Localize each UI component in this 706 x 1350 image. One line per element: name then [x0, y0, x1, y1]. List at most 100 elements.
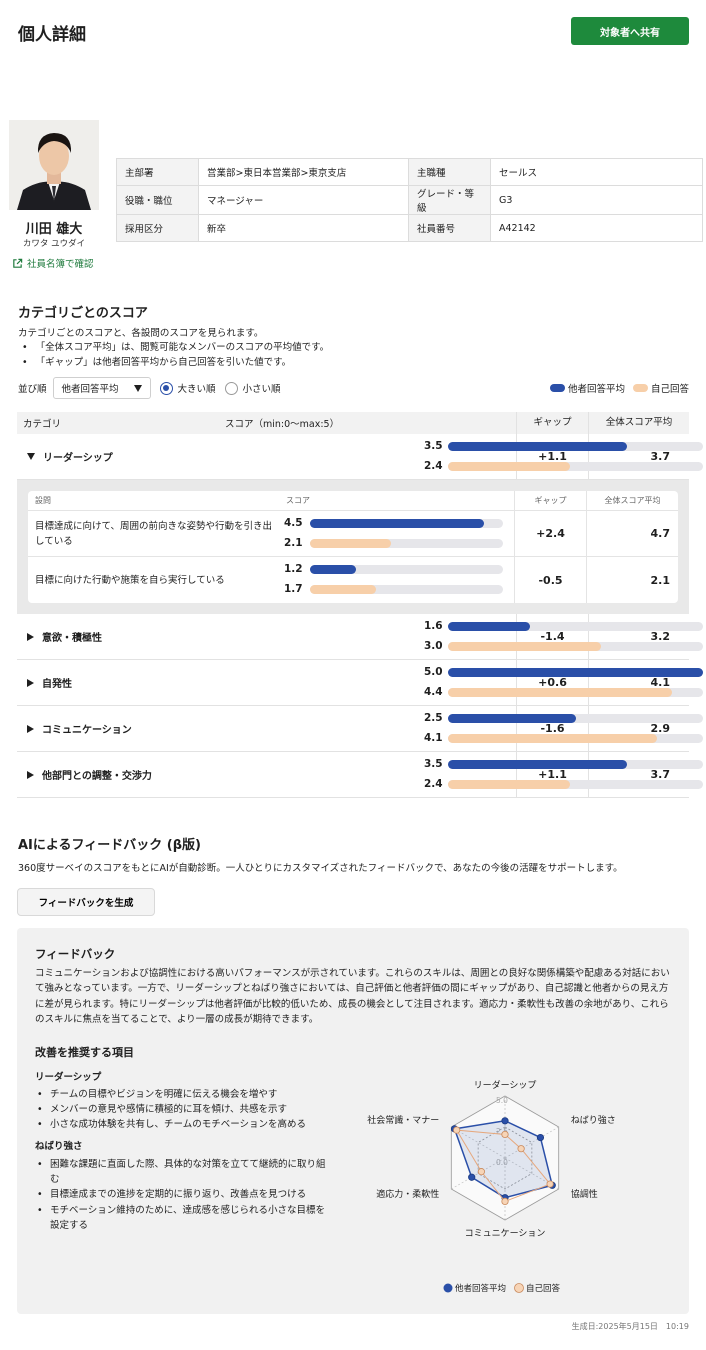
order-asc-radio[interactable]: 小さい順 — [224, 381, 281, 395]
bar-track — [448, 461, 703, 471]
header-score: スコア（min:0〜max:5） — [225, 419, 340, 430]
employee-kana: カワタ ユウダイ — [22, 239, 86, 249]
others-bar — [448, 667, 703, 677]
category-toggle[interactable]: 自発性 — [17, 675, 217, 690]
improve-list: チームの目標やビジョンを明確に伝える機会を増やす メンバーの意見や感情に積極的に… — [37, 1087, 329, 1133]
others-bar — [448, 441, 627, 451]
bar-track — [448, 779, 703, 789]
note-item: 「ギャップ」は他者回答平均から自己回答を引いた値です。 — [22, 356, 329, 371]
expand-icon — [27, 632, 34, 641]
question-text: 目標達成に向けて、周囲の前向きな姿勢や行動を引き出している — [35, 520, 273, 547]
category-row: リーダーシップ 3.5 2.4 +1.1 3.7 — [17, 433, 703, 480]
category-row: コミュニケーション 2.5 4.1 -1.6 2.9 — [17, 705, 703, 752]
category-row: 他部門との調整・交渉力 3.5 2.4 +1.1 3.7 — [17, 751, 703, 798]
category-row: 自発性 5.0 4.4 +0.6 4.1 — [17, 659, 703, 706]
others-score: 5.0 — [424, 665, 443, 678]
order-desc-label: 大きい順 — [177, 384, 216, 395]
others-score: 4.5 — [284, 516, 303, 529]
bar-track — [310, 538, 503, 548]
others-score: 1.2 — [284, 563, 303, 575]
self-bar — [448, 779, 571, 789]
note-item: 「全体スコア平均」は、閲覧可能なメンバーのスコアの平均値です。 — [22, 341, 330, 356]
radar-axis-label: 社会常識・マナー — [367, 1114, 439, 1126]
radio-checked-icon — [159, 381, 173, 395]
generate-feedback-button[interactable]: フィードバックを生成 — [17, 888, 155, 916]
category-toggle[interactable]: コミュニケーション — [17, 721, 217, 736]
radar-tick-label: 0.0 — [496, 1158, 508, 1167]
ai-title: AIによるフィードバック (β版) — [18, 838, 201, 853]
order-desc-radio[interactable]: 大きい順 — [159, 381, 216, 395]
sub-header-question: 設問 — [35, 496, 51, 505]
sort-select[interactable]: 他者回答平均 — [52, 377, 151, 399]
avg-value: 2.1 — [586, 557, 678, 603]
legend-self-swatch — [632, 384, 648, 392]
radar-axis-label: 協調性 — [571, 1188, 598, 1200]
directory-link[interactable]: 社員名簿で確認 — [12, 256, 94, 270]
others-bar — [448, 621, 530, 631]
legend-self: 自己回答 — [632, 381, 689, 395]
radar-axis-label: 適応力・柔軟性 — [376, 1188, 439, 1200]
page-title: 個人詳細 — [18, 25, 86, 45]
improve-item: 小さな成功体験を共有し、チームのモチベーションを高める — [37, 1117, 329, 1132]
others-score: 1.6 — [424, 619, 443, 632]
info-value: G3 — [490, 185, 703, 215]
sub-header-gap: ギャップ — [514, 490, 586, 511]
question-panel: 設問 スコア ギャップ 全体スコア平均 目標達成に向けて、周囲の前向きな姿勢や行… — [17, 480, 689, 614]
radar-grid-ring — [477, 1126, 533, 1190]
score-bars: 1.6 3.0 — [217, 614, 703, 660]
question-header: 設問 スコア ギャップ 全体スコア平均 — [28, 490, 678, 511]
score-table-header: カテゴリ スコア（min:0〜max:5） ギャップ 全体スコア平均 — [17, 412, 689, 434]
category-row: 意欲・積極性 1.6 3.0 -1.4 3.2 — [17, 613, 703, 660]
scores-notes: 「全体スコア平均」は、閲覧可能なメンバーのスコアの平均値です。 「ギャップ」は他… — [22, 341, 330, 371]
info-label: 社員番号 — [408, 214, 491, 242]
order-asc-label: 小さい順 — [242, 384, 281, 395]
radar-point — [501, 1130, 509, 1139]
score-bars: 5.0 4.4 — [217, 660, 703, 706]
self-bar — [448, 461, 571, 471]
sub-header-avg: 全体スコア平均 — [586, 490, 678, 511]
header-avg: 全体スコア平均 — [588, 412, 689, 434]
category-name: 意欲・積極性 — [42, 633, 102, 644]
gap-value: -0.5 — [514, 557, 586, 603]
improve-title: 改善を推奨する項目 — [35, 1046, 134, 1059]
gap-value: +0.6 — [516, 659, 588, 706]
external-link-icon — [13, 258, 23, 268]
info-value: セールス — [490, 158, 703, 186]
category-toggle[interactable]: リーダーシップ — [17, 449, 217, 464]
feedback-text: コミュニケーションおよび協調性における高いパフォーマンスが示されています。これら… — [35, 968, 670, 1025]
question-row: 目標に向けた行動や施策を自ら実行している 1.2 1.7 -0.5 2.1 — [28, 557, 678, 603]
header-gap: ギャップ — [516, 412, 588, 434]
radar-point — [517, 1145, 525, 1153]
improve-list: 困難な課題に直面した際、具体的な対策を立てて継続的に取り組む 目標達成までの進捗… — [37, 1157, 329, 1233]
question-bars: 1.2 1.7 — [278, 557, 514, 603]
category-toggle[interactable]: 意欲・積極性 — [17, 629, 217, 644]
others-bar — [448, 713, 576, 723]
share-button[interactable]: 対象者へ共有 — [571, 17, 689, 45]
info-label: グレード・等級 — [408, 185, 491, 215]
gap-value: -1.4 — [516, 613, 588, 660]
sort-controls: 並び順 他者回答平均 大きい順 小さい順 他者回答平均 自己回答 — [18, 376, 689, 400]
avg-value: 4.1 — [588, 659, 689, 706]
radar-tick-label: 5.0 — [496, 1096, 508, 1105]
score-table: カテゴリ スコア（min:0〜max:5） ギャップ 全体スコア平均 リーダーシ… — [17, 412, 703, 480]
others-bar — [310, 565, 357, 574]
legend-others-label: 他者回答平均 — [455, 1283, 506, 1294]
avg-value: 2.9 — [588, 705, 689, 752]
directory-link-label: 社員名簿で確認 — [27, 259, 94, 270]
sort-label: 並び順 — [18, 384, 47, 395]
self-bar — [448, 641, 601, 651]
self-score: 3.0 — [424, 639, 443, 652]
header-category: カテゴリ — [23, 419, 62, 430]
self-score: 1.7 — [284, 583, 303, 595]
score-bars: 3.5 2.4 — [217, 752, 703, 798]
improve-item: チームの目標やビジョンを明確に伝える機会を増やす — [37, 1087, 329, 1102]
avg-value: 3.7 — [588, 433, 689, 480]
avg-value: 3.7 — [588, 751, 689, 798]
info-row: 採用区分 新卒 社員番号 A42142 — [116, 214, 703, 242]
self-score: 4.1 — [424, 731, 443, 744]
improve-group-title: ねばり強さ — [35, 1141, 83, 1152]
category-toggle[interactable]: 他部門との調整・交渉力 — [17, 767, 217, 782]
feedback-title: フィードバック — [35, 947, 116, 961]
sub-header-score: スコア — [286, 496, 310, 505]
